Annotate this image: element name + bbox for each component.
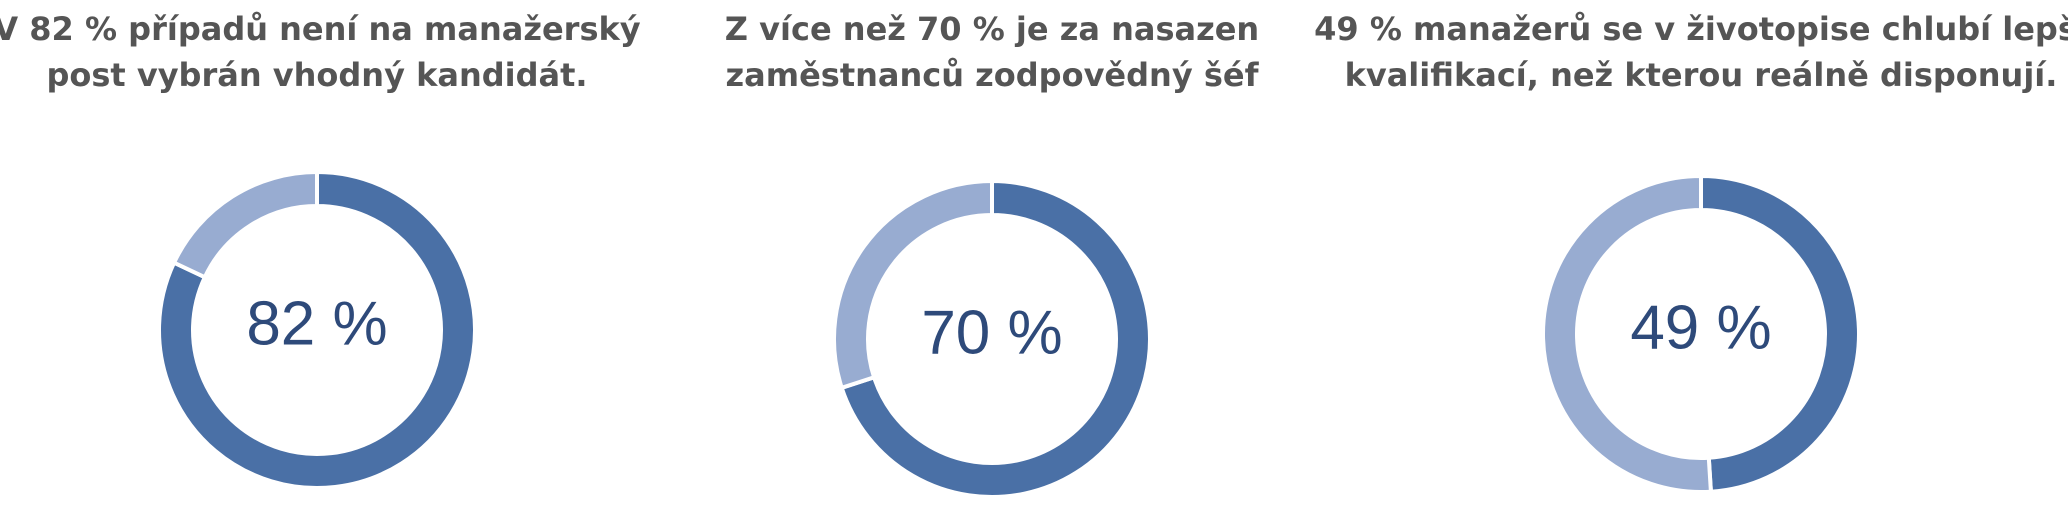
- center-label: 82 %: [246, 289, 387, 358]
- chart-title: Z více než 70 % je za nasazen: [725, 10, 1259, 48]
- chart-title: post vybrán vhodný kandidát.: [46, 56, 587, 94]
- chart-title: 49 % manažerů se v životopise chlubí lep…: [1314, 10, 2068, 48]
- chart-title: V 82 % případů není na manažerský: [0, 10, 641, 48]
- center-label: 49 %: [1630, 293, 1771, 362]
- chart-title: zaměstnanců zodpovědný šéf: [726, 56, 1260, 94]
- donut-segment: [1699, 173, 1861, 494]
- chart-title: kvalifikací, než kterou reálně disponují…: [1345, 56, 2058, 94]
- donut-segment: [171, 169, 319, 280]
- donut-segment: [1540, 173, 1714, 494]
- donut-segment: [157, 169, 477, 490]
- donut-segment: [832, 178, 994, 391]
- center-label: 70 %: [921, 298, 1062, 367]
- donut-segment: [839, 178, 1152, 499]
